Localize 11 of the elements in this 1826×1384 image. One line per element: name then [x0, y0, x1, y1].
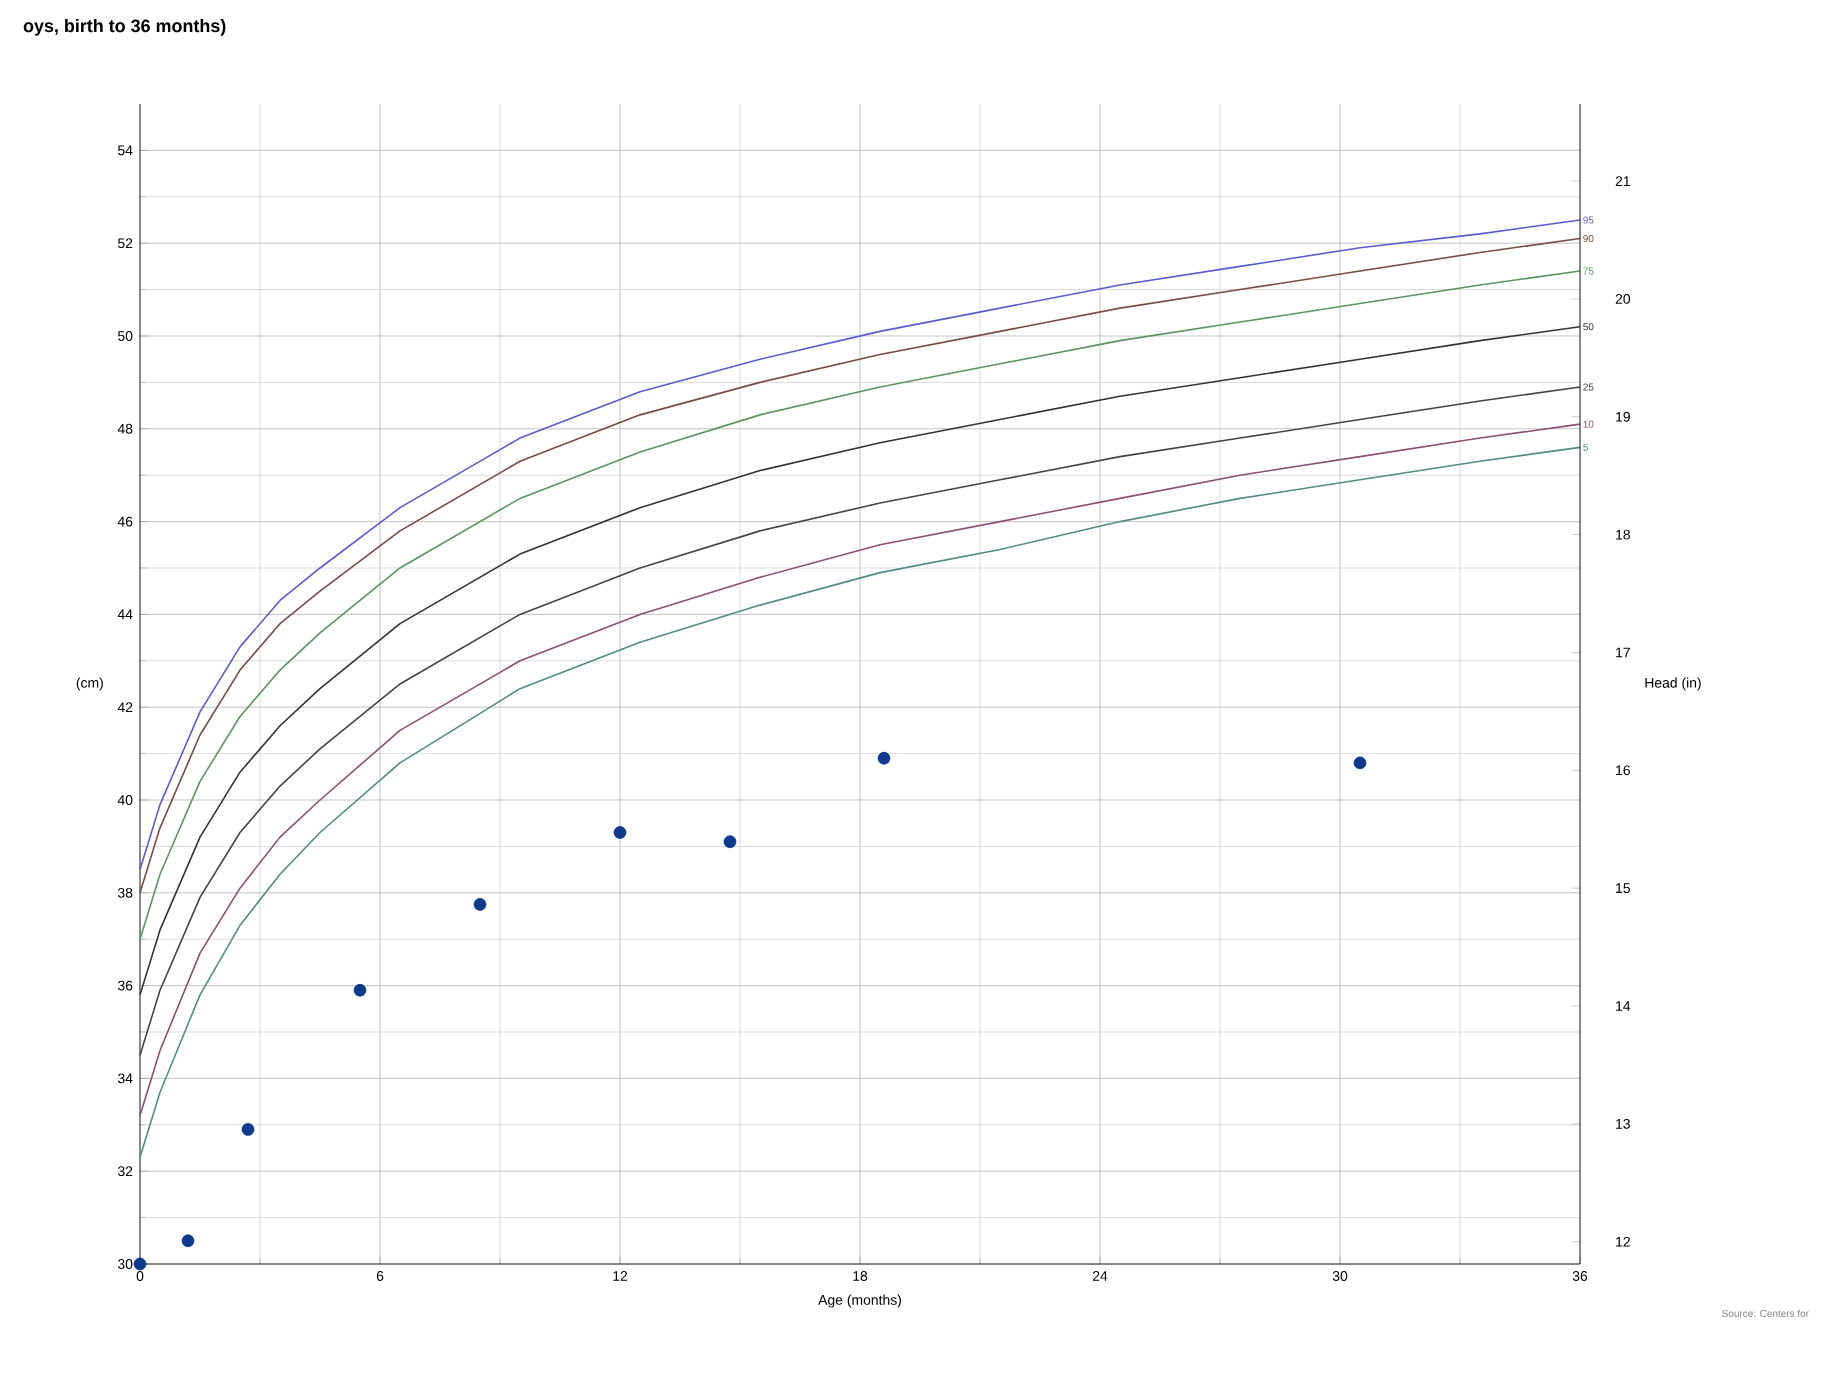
point: [353, 983, 367, 997]
point: [723, 835, 737, 849]
line-series: [139, 325, 1581, 996]
point: [877, 751, 891, 765]
point: [613, 826, 627, 839]
chart-title: oys, birth to 36 months): [23, 19, 226, 36]
point: [181, 1234, 195, 1248]
point: [1353, 756, 1367, 770]
point: [473, 898, 487, 911]
point: [133, 1257, 147, 1271]
point: [241, 1123, 255, 1136]
